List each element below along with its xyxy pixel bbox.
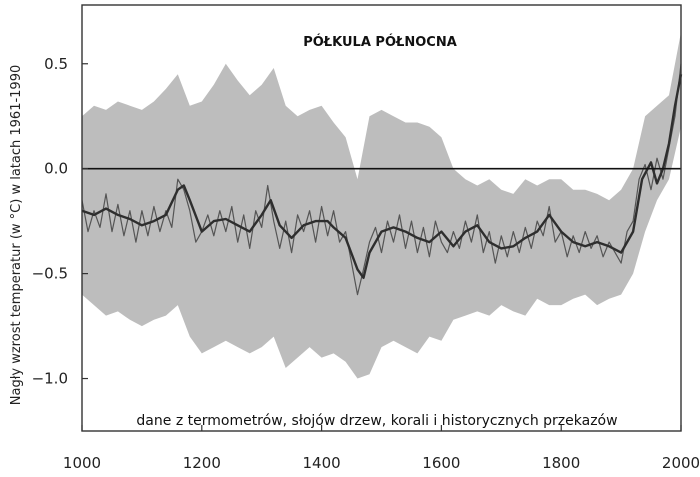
y-tick-label: −1.0 <box>32 370 68 388</box>
axes-layer: 1000 1200 1400 1600 1800 2000 0.5 0.0 −0.5 −1.0 <box>32 4 700 472</box>
y-tick-label: 0.0 <box>44 160 68 178</box>
x-tick-label: 1400 <box>303 454 341 472</box>
x-tick-label: 1200 <box>183 454 221 472</box>
x-tick-label: 1600 <box>422 454 460 472</box>
chart-annotation: dane z termometrów, słojów drzew, korali… <box>136 413 617 429</box>
smoothed-series-layer <box>81 74 683 279</box>
chart-title: PÓŁKULA PÓŁNOCNA <box>303 34 457 50</box>
plot-frame <box>81 4 682 432</box>
uncertainty-band-layer <box>82 32 681 379</box>
y-axis-label: Nagły wzrost temperatur (w °C) w latach … <box>9 65 24 405</box>
smoothed-series-line <box>81 74 683 279</box>
uncertainty-band <box>82 32 681 379</box>
x-tick-label: 1800 <box>542 454 580 472</box>
x-tick-label: 1000 <box>63 454 101 472</box>
y-tick-label: 0.5 <box>44 55 68 73</box>
x-tick-label: 2000 <box>662 454 700 472</box>
y-tick-label: −0.5 <box>32 265 68 283</box>
